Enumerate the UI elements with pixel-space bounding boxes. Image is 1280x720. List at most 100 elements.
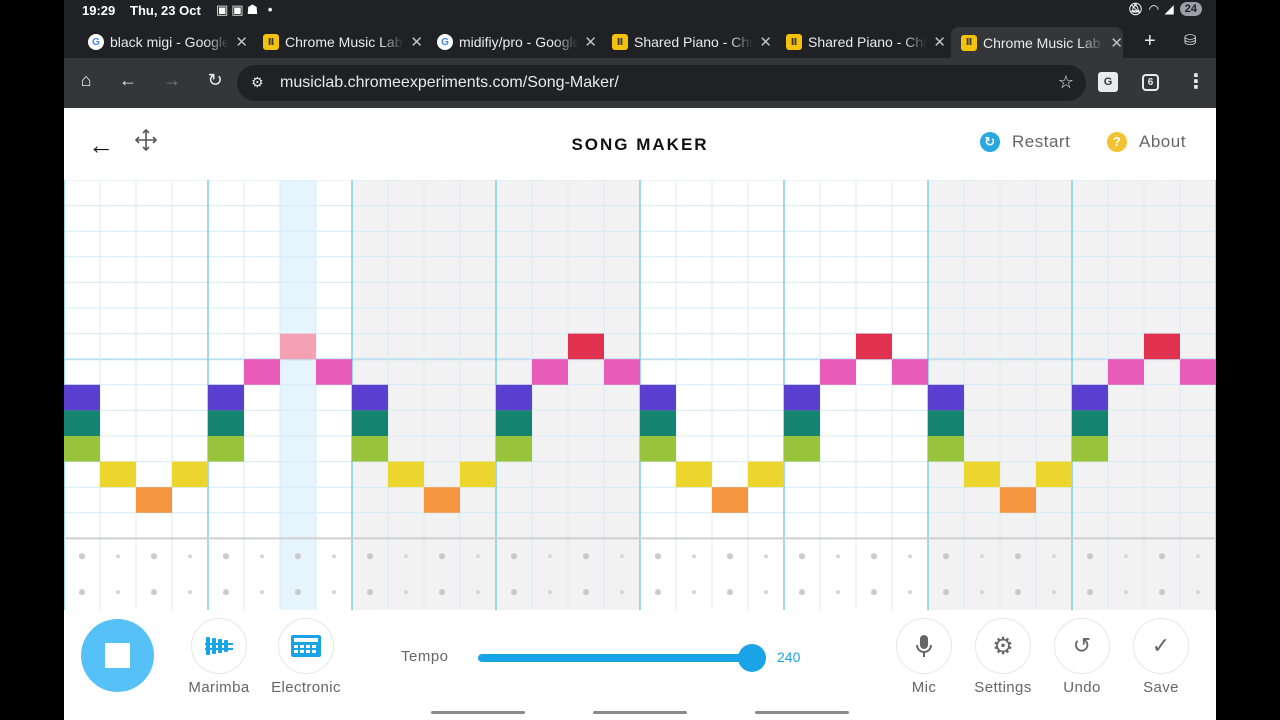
menu-dots-icon[interactable]: ⋮ [1186, 71, 1206, 93]
rhythm-dot[interactable] [511, 589, 517, 596]
home-icon[interactable]: ⌂ [80, 70, 92, 90]
note-cell[interactable] [280, 333, 316, 360]
rhythm-dot[interactable] [727, 553, 733, 560]
move-icon[interactable] [134, 128, 158, 152]
back-arrow-icon[interactable]: ← [88, 130, 114, 160]
rhythm-dot[interactable] [1015, 589, 1021, 596]
note-cell[interactable] [604, 359, 640, 385]
note-cell[interactable] [784, 384, 820, 411]
tab-close-icon[interactable]: ✕ [235, 34, 248, 51]
translate-icon[interactable]: G [1098, 72, 1118, 92]
rhythm-dot[interactable] [332, 590, 336, 595]
rhythm-dot[interactable] [980, 590, 984, 595]
rhythm-dot[interactable] [223, 553, 229, 560]
rhythm-dot[interactable] [583, 589, 589, 596]
rhythm-dot[interactable] [836, 590, 840, 595]
rhythm-dot[interactable] [367, 589, 373, 596]
url-text[interactable]: musiclab.chromeexperiments.com/Song-Make… [280, 74, 619, 91]
site-info-icon[interactable]: ⚙︎ [251, 74, 264, 90]
tab-4[interactable]: Ⅱ Shared Piano - Chrome ✕ [602, 27, 772, 57]
note-cell[interactable] [1180, 359, 1216, 385]
rhythm-dot[interactable] [404, 554, 408, 559]
stop-button[interactable] [81, 619, 154, 692]
rhythm-dot[interactable] [871, 553, 877, 560]
note-cell[interactable] [928, 384, 964, 411]
rhythm-dot[interactable] [79, 589, 85, 596]
rhythm-dot[interactable] [908, 554, 912, 559]
tempo-slider-handle[interactable] [738, 644, 766, 672]
note-cell[interactable] [64, 410, 100, 436]
note-cell[interactable] [1036, 461, 1072, 488]
rhythm-dot[interactable] [151, 553, 157, 560]
note-cell[interactable] [856, 333, 892, 360]
note-cell[interactable] [64, 436, 100, 462]
rhythm-dot[interactable] [836, 554, 840, 559]
tab-close-icon[interactable]: ✕ [584, 34, 597, 51]
rhythm-dot[interactable] [439, 553, 445, 560]
rhythm-dot[interactable] [1087, 553, 1093, 560]
note-cell[interactable] [640, 410, 676, 436]
rhythm-dot[interactable] [583, 553, 589, 560]
note-grid-canvas[interactable] [64, 179, 1216, 610]
note-cell[interactable] [784, 410, 820, 436]
rhythm-dot[interactable] [116, 590, 120, 595]
rhythm-dot[interactable] [404, 590, 408, 595]
rhythm-dot[interactable] [943, 553, 949, 560]
note-cell[interactable] [316, 359, 352, 385]
rhythm-dot[interactable] [1159, 553, 1165, 560]
note-cell[interactable] [208, 436, 244, 462]
rhythm-dot[interactable] [116, 554, 120, 559]
note-cell[interactable] [676, 461, 712, 488]
rhythm-dot[interactable] [151, 589, 157, 596]
new-tab-button[interactable]: + [1144, 30, 1156, 52]
bookmark-star-icon[interactable]: ☆ [1057, 72, 1074, 92]
rhythm-dot[interactable] [799, 553, 805, 560]
rhythm-dot[interactable] [943, 589, 949, 596]
rhythm-dot[interactable] [1015, 553, 1021, 560]
note-cell[interactable] [496, 410, 532, 436]
note-cell[interactable] [496, 436, 532, 462]
rhythm-dot[interactable] [692, 554, 696, 559]
rhythm-dot[interactable] [332, 554, 336, 559]
note-cell[interactable] [568, 333, 604, 360]
note-cell[interactable] [352, 436, 388, 462]
rhythm-dot[interactable] [548, 590, 552, 595]
tempo-slider[interactable] [478, 644, 766, 672]
rhythm-dot[interactable] [223, 589, 229, 596]
note-cell[interactable] [352, 410, 388, 436]
note-cell[interactable] [964, 461, 1000, 488]
rhythm-dot[interactable] [260, 554, 264, 559]
note-cell[interactable] [460, 461, 496, 488]
note-cell[interactable] [1072, 436, 1108, 462]
rhythm-dot[interactable] [1124, 590, 1128, 595]
rhythm-dot[interactable] [79, 553, 85, 560]
save-button[interactable]: ✓ [1133, 618, 1189, 674]
rhythm-dot[interactable] [980, 554, 984, 559]
rhythm-dot[interactable] [1124, 554, 1128, 559]
note-cell[interactable] [496, 384, 532, 411]
rhythm-dot[interactable] [692, 590, 696, 595]
rhythm-dot[interactable] [799, 589, 805, 596]
note-cell[interactable] [352, 384, 388, 411]
rhythm-dot[interactable] [476, 554, 480, 559]
rhythm-dot[interactable] [655, 589, 661, 596]
back-icon[interactable]: ← [119, 70, 137, 90]
note-cell[interactable] [64, 384, 100, 411]
note-cell[interactable] [208, 410, 244, 436]
note-cell[interactable] [388, 461, 424, 488]
note-cell[interactable] [928, 436, 964, 462]
rhythm-dot[interactable] [260, 590, 264, 595]
rhythm-dot[interactable] [1196, 590, 1200, 595]
note-cell[interactable] [748, 461, 784, 488]
note-cell[interactable] [640, 436, 676, 462]
rhythm-dot[interactable] [188, 554, 192, 559]
rhythm-dot[interactable] [908, 590, 912, 595]
marimba-button[interactable] [191, 618, 247, 674]
note-cell[interactable] [712, 487, 748, 513]
rhythm-dot[interactable] [764, 554, 768, 559]
note-cell[interactable] [892, 359, 928, 385]
note-cell[interactable] [172, 461, 208, 488]
reload-icon[interactable]: ↻ [207, 70, 223, 90]
tab-close-icon[interactable]: ✕ [1110, 34, 1123, 52]
